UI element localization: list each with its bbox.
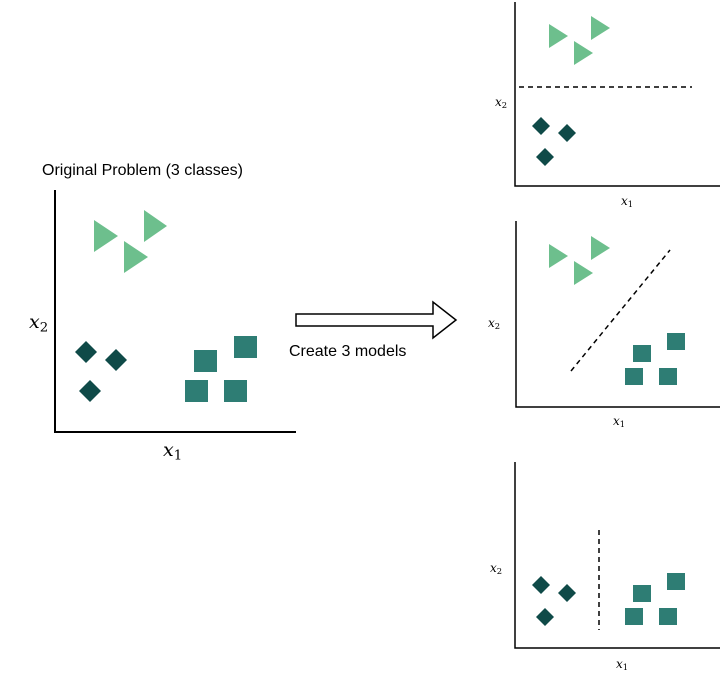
triangle-point <box>144 210 167 242</box>
model-1-axes <box>514 2 720 187</box>
original-diamond-class <box>75 341 127 402</box>
diamond-point <box>75 341 97 363</box>
square-point <box>633 345 651 362</box>
square-point <box>667 333 685 350</box>
model-2-y-axis-label: x2 <box>488 316 501 332</box>
square-point <box>625 608 643 625</box>
triangle-point <box>549 244 568 268</box>
square-point <box>234 336 257 358</box>
model-1-x-axis-label: x1 <box>621 194 634 210</box>
triangle-point <box>124 241 148 273</box>
original-x-axis-label: x1 <box>163 439 183 464</box>
model-1-plot <box>514 2 720 187</box>
right-arrow-icon <box>295 300 458 340</box>
model-2-plot <box>515 221 720 408</box>
triangle-point <box>591 236 610 260</box>
original-problem-title: Original Problem (3 classes) <box>42 162 243 179</box>
triangle-point <box>94 220 118 252</box>
square-point <box>194 350 217 372</box>
model-3-x-axis-label: x1 <box>616 657 629 673</box>
square-point <box>224 380 247 402</box>
model-1-y-axis-label: x2 <box>495 95 508 111</box>
square-point <box>659 368 677 385</box>
triangle-point <box>574 41 593 65</box>
diamond-point <box>558 584 576 602</box>
square-point <box>633 585 651 602</box>
original-axes <box>54 190 296 433</box>
arrow-label: Create 3 models <box>289 343 407 360</box>
model-2-axes <box>515 221 720 408</box>
diamond-point <box>105 349 127 371</box>
square-point <box>667 573 685 590</box>
square-point <box>185 380 208 402</box>
model-2-x-axis-label: x1 <box>613 414 626 430</box>
triangle-point <box>591 16 610 40</box>
diamond-point <box>536 148 554 166</box>
model-3-plot <box>514 462 720 649</box>
diamond-point <box>79 380 101 402</box>
model-3-y-axis-label: x2 <box>490 561 503 577</box>
model-2-decision-boundary <box>570 249 671 372</box>
diamond-point <box>532 117 550 135</box>
original-y-axis-label: x2 <box>29 311 49 336</box>
model-3-axes <box>514 462 720 649</box>
original-square-class <box>185 336 257 402</box>
diamond-point <box>536 608 554 626</box>
triangle-point <box>549 24 568 48</box>
square-point <box>659 608 677 625</box>
original-plot <box>54 190 296 433</box>
triangle-point <box>574 261 593 285</box>
diamond-point <box>532 576 550 594</box>
original-triangle-class <box>94 210 167 273</box>
square-point <box>625 368 643 385</box>
diamond-point <box>558 124 576 142</box>
